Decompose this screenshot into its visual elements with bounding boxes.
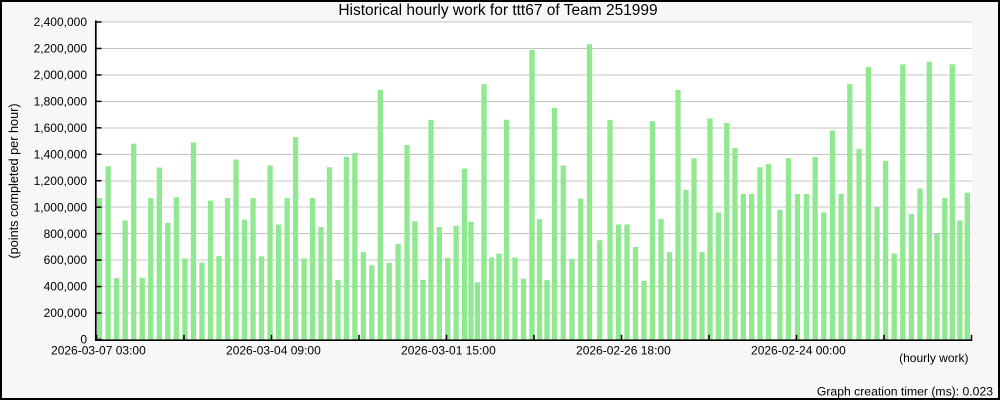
svg-text:200,000: 200,000 [44,306,88,320]
svg-text:2026-03-01 15:00: 2026-03-01 15:00 [401,344,496,358]
svg-text:600,000: 600,000 [44,253,88,267]
svg-text:2,000,000: 2,000,000 [34,68,88,82]
svg-text:2026-02-26 18:00: 2026-02-26 18:00 [576,344,671,358]
svg-text:1,400,000: 1,400,000 [34,147,88,161]
svg-text:400,000: 400,000 [44,280,88,294]
svg-text:2026-03-04 09:00: 2026-03-04 09:00 [226,344,321,358]
svg-text:0: 0 [80,333,87,347]
svg-text:Graph creation timer (ms): 0.0: Graph creation timer (ms): 0.023 [817,385,993,399]
svg-text:(hourly work): (hourly work) [899,351,968,365]
svg-text:2,200,000: 2,200,000 [34,42,88,56]
svg-text:1,000,000: 1,000,000 [34,200,88,214]
svg-text:(points completed per hour): (points completed per hour) [7,103,21,258]
svg-text:1,800,000: 1,800,000 [34,94,88,108]
svg-text:1,600,000: 1,600,000 [34,121,88,135]
svg-text:Historical hourly work for ttt: Historical hourly work for ttt67 of Team… [338,2,657,19]
svg-text:2,400,000: 2,400,000 [34,15,88,29]
svg-text:1,200,000: 1,200,000 [34,174,88,188]
svg-text:2026-02-24 00:00: 2026-02-24 00:00 [751,344,846,358]
svg-text:800,000: 800,000 [44,227,88,241]
svg-text:2026-03-07 03:00: 2026-03-07 03:00 [51,344,146,358]
